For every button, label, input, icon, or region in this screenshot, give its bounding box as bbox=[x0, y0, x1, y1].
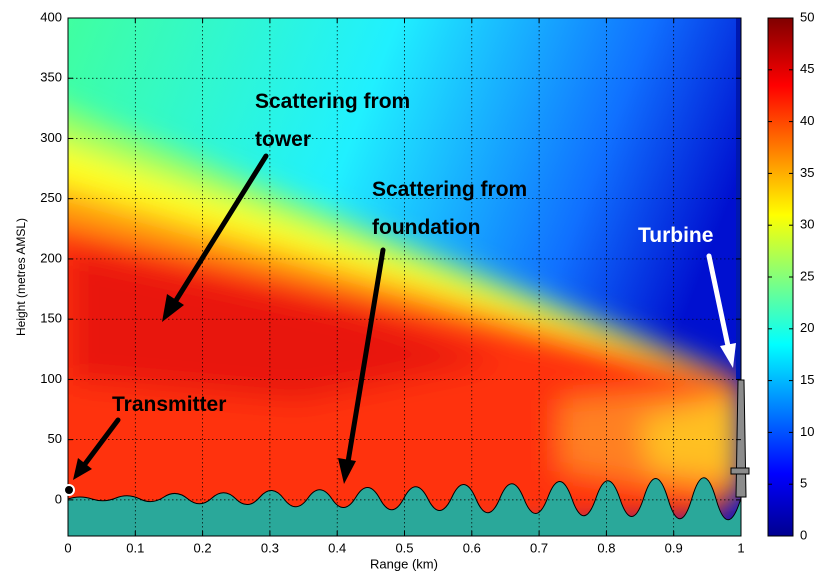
y-tick-label: 100 bbox=[40, 371, 62, 386]
annotation: Scattering from bbox=[372, 178, 527, 201]
x-tick-label: 0.6 bbox=[463, 540, 481, 555]
colorbar-tick-label: 10 bbox=[800, 424, 814, 439]
colorbar-tick-label: 5 bbox=[800, 476, 807, 491]
turbine-tower bbox=[735, 379, 747, 498]
arrow bbox=[82, 417, 121, 467]
annotation: Transmitter bbox=[112, 393, 226, 416]
x-axis-label: Range (km) bbox=[370, 556, 438, 571]
x-tick-label: 0 bbox=[64, 540, 71, 555]
arrows bbox=[73, 153, 736, 484]
x-tick-label: 0.8 bbox=[597, 540, 615, 555]
arrowhead bbox=[73, 458, 92, 480]
x-tick-label: 0.3 bbox=[261, 540, 279, 555]
y-tick-label: 0 bbox=[55, 491, 62, 506]
colorbar-tick-label: 25 bbox=[800, 268, 814, 283]
y-tick-label: 250 bbox=[40, 190, 62, 205]
colorbar-tick-label: 35 bbox=[800, 165, 814, 180]
colorbar-tick-label: 15 bbox=[800, 372, 814, 387]
arrowhead bbox=[162, 294, 184, 322]
x-tick-label: 0.1 bbox=[126, 540, 144, 555]
annotation: foundation bbox=[372, 216, 480, 239]
y-tick-label: 300 bbox=[40, 130, 62, 145]
x-tick-label: 0.2 bbox=[194, 540, 212, 555]
arrowhead bbox=[720, 343, 736, 368]
y-tick-label: 150 bbox=[40, 311, 62, 326]
colorbar-tick-label: 45 bbox=[800, 61, 814, 76]
x-tick-label: 0.5 bbox=[395, 540, 413, 555]
arrow bbox=[172, 153, 269, 305]
colorbar-tick-label: 0 bbox=[800, 527, 807, 542]
arrow bbox=[345, 247, 386, 465]
annotation: Scattering from bbox=[255, 90, 410, 113]
y-tick-label: 50 bbox=[48, 431, 62, 446]
y-tick-label: 350 bbox=[40, 70, 62, 85]
colorbar-tick-label: 50 bbox=[800, 9, 814, 24]
colorbar-tick-label: 40 bbox=[800, 113, 814, 128]
transmitter-marker bbox=[63, 484, 75, 496]
y-axis-label: Height (metres AMSL) bbox=[14, 218, 28, 336]
y-tick-label: 200 bbox=[40, 250, 62, 265]
x-tick-label: 0.7 bbox=[530, 540, 548, 555]
x-tick-label: 1 bbox=[737, 540, 744, 555]
y-tick-label: 400 bbox=[40, 9, 62, 24]
x-tick-label: 0.9 bbox=[665, 540, 683, 555]
colorbar-tick-label: 30 bbox=[800, 217, 814, 232]
annotation: Turbine bbox=[638, 224, 713, 247]
turbine-platform bbox=[730, 467, 750, 475]
annotation: tower bbox=[255, 128, 311, 151]
arrow bbox=[706, 253, 731, 349]
arrowhead bbox=[338, 458, 356, 484]
colorbar-tick-label: 20 bbox=[800, 320, 814, 335]
x-tick-label: 0.4 bbox=[328, 540, 346, 555]
